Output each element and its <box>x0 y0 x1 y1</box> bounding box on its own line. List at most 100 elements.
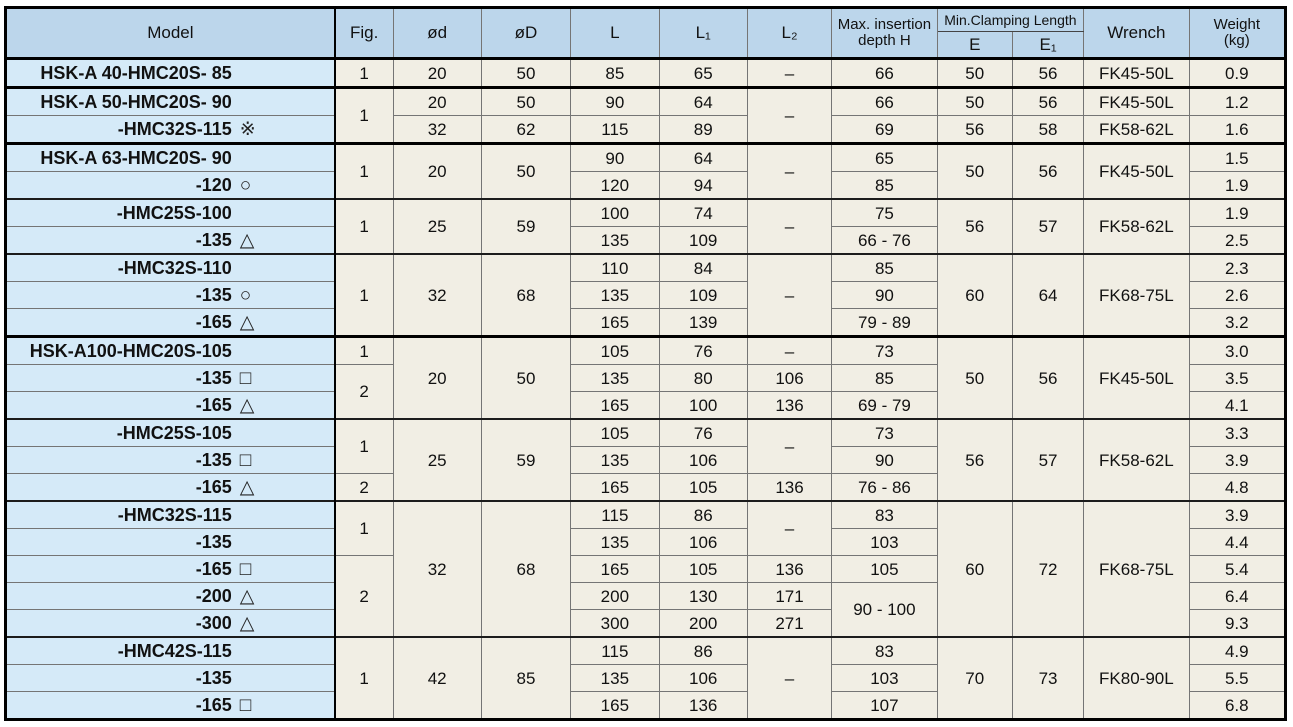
cell-l: 135 <box>570 364 660 392</box>
table-row: -300 △ 300 200 271 9.3 <box>4 609 1287 638</box>
cell-fig: 1 <box>334 58 394 88</box>
cell-l: 165 <box>570 308 660 337</box>
cell-l1: 64 <box>658 86 748 116</box>
table-row: HSK-A 50-HMC20S- 90 1 20 50 90 64–66 50 56 FK45-… <box>4 86 1287 144</box>
cell-wt: 6.4 <box>1188 582 1287 610</box>
model-cell-inner: -165 □ <box>7 560 333 579</box>
col-header-max-insertion-depth: Max. insertion depth H <box>831 7 938 60</box>
cell-oD: 50 <box>480 142 572 200</box>
cell-l: 110 <box>570 253 660 282</box>
table-row: -135 □ 135 106 90 3.9 <box>4 446 1287 474</box>
model-cell: -HMC25S-100 <box>4 198 336 227</box>
model-label: -135 <box>195 668 232 688</box>
cell-oD: 50 <box>480 335 572 420</box>
table-row: -HMC42S-115 1 42 85 115 86–83 70 73 FK80-90L 4.9 <box>4 636 1287 720</box>
cell-wt: 2.3 <box>1188 253 1287 282</box>
cell-l: 300 <box>570 609 660 638</box>
table-row: -165 □ 165 136 107 6.8 <box>4 691 1287 720</box>
cell-e1: 56 <box>1011 335 1085 420</box>
cell-e: 56 <box>936 198 1013 255</box>
cell-wt: 1.9 <box>1188 171 1287 200</box>
model-cell-inner: -120 ○ <box>7 174 333 196</box>
table-row: HSK-A 63-HMC20S- 90 1 20 50 90 64–65 50 56 FK45-… <box>4 142 1287 200</box>
cell-wrench: FK58-62L <box>1083 198 1190 255</box>
spec-table: Model Fig. ød øD L L₁ L₂ Max. insertion d… <box>4 6 1287 721</box>
table-row: -HMC32S-110 1 32 68 110 84–85 60 64 FK68-75L 2.3 <box>4 253 1287 337</box>
cell-l: 105 <box>570 335 660 365</box>
cell-l1: 76 <box>658 335 748 365</box>
table-row: -135 135 106 103 4.4 <box>4 528 1287 556</box>
cell-l2: – <box>746 142 833 200</box>
model-cell-inner: -HMC32S-115 <box>7 506 333 524</box>
cell-h: 85 <box>831 364 938 392</box>
triangle-mark-icon: △ <box>239 229 255 251</box>
col-header-min-clamping-length: Min.Clamping Length <box>936 7 1085 32</box>
cell-wt: 3.5 <box>1188 364 1287 392</box>
table-row: -165 △ 165 100 136 69 - 79 4.1 <box>4 391 1287 420</box>
cell-wt: 2.5 <box>1188 226 1287 255</box>
col-header-e: E <box>936 31 1013 60</box>
cell-l: 115 <box>570 636 660 665</box>
cell-wt: 3.9 <box>1188 500 1287 529</box>
cell-l: 105 <box>570 418 660 447</box>
model-cell: -135 <box>4 664 336 692</box>
cell-l1: 76 <box>658 418 748 447</box>
cell-h: 66 <box>831 86 938 116</box>
cell-fig: 2 <box>334 364 394 420</box>
cell-fig: 1 <box>334 636 394 720</box>
cell-fig: 1 <box>334 418 394 474</box>
table-row: -135 □ 2 135 80 106 85 3.5 <box>4 364 1287 420</box>
table-row: HSK-A100-HMC20S-105 1 20 50 105 76–73 50 56 FK45… <box>4 335 1287 420</box>
cell-l2: – <box>746 198 833 255</box>
cell-l1: 65 <box>658 58 748 88</box>
cell-oD: 85 <box>480 636 572 720</box>
model-label: -165 <box>195 695 232 715</box>
cell-oD: 62 <box>480 115 572 144</box>
cell-wt: 1.2 <box>1188 86 1287 116</box>
triangle-mark-icon: △ <box>239 585 255 607</box>
model-cell: -135 ○ <box>4 281 336 309</box>
cell-l1: 109 <box>658 226 748 255</box>
cell-wt: 5.5 <box>1188 664 1287 692</box>
reference-mark-icon: ※ <box>239 118 256 140</box>
square-mark-icon: □ <box>239 694 252 716</box>
model-label: -135 <box>195 532 232 552</box>
col-header-wrench: Wrench <box>1083 7 1190 60</box>
cell-h: 75 <box>831 198 938 227</box>
cell-l1: 80 <box>658 364 748 392</box>
cell-l2: 136 <box>746 555 833 583</box>
cell-fig: 1 <box>334 86 394 144</box>
model-cell: -HMC32S-115 <box>4 500 336 529</box>
cell-h: 76 - 86 <box>831 473 938 502</box>
cell-l: 120 <box>570 171 660 200</box>
cell-wrench: FK45-50L <box>1083 58 1190 88</box>
cell-h: 66 <box>831 58 938 88</box>
triangle-mark-icon: △ <box>239 476 255 498</box>
cell-od: 32 <box>392 115 482 144</box>
cell-h: 73 <box>831 418 938 447</box>
table-row: -165 □ 2 165 105 136 105 5.4 <box>4 555 1287 638</box>
model-cell: -HMC32S-115 ※ <box>4 115 336 144</box>
model-label: -HMC25S-105 <box>116 423 232 443</box>
cell-h: 73 <box>831 335 938 365</box>
model-cell: -165 □ <box>4 555 336 583</box>
model-cell-inner: -300 △ <box>7 614 333 633</box>
square-mark-icon: □ <box>239 449 252 471</box>
model-label: -200 <box>195 586 232 606</box>
circle-mark-icon: ○ <box>239 174 252 196</box>
model-cell-inner: HSK-A 40-HMC20S- 85 <box>7 63 333 83</box>
cell-l2: – <box>746 418 833 474</box>
cell-wrench: FK68-75L <box>1083 500 1190 638</box>
model-cell-inner: -135 △ <box>7 229 333 251</box>
cell-oD: 68 <box>480 253 572 337</box>
max-insertion-line1: Max. insertion <box>837 15 932 33</box>
cell-od: 32 <box>392 253 482 337</box>
model-label: HSK-A 40-HMC20S- 85 <box>40 63 232 83</box>
cell-wt: 0.9 <box>1188 58 1287 88</box>
model-cell: -HMC42S-115 <box>4 636 336 665</box>
cell-wrench: FK68-75L <box>1083 253 1190 337</box>
triangle-mark-icon: △ <box>239 394 255 416</box>
cell-wt: 3.9 <box>1188 446 1287 474</box>
model-label: HSK-A 50-HMC20S- 90 <box>40 92 232 112</box>
cell-e1: 64 <box>1011 253 1085 337</box>
